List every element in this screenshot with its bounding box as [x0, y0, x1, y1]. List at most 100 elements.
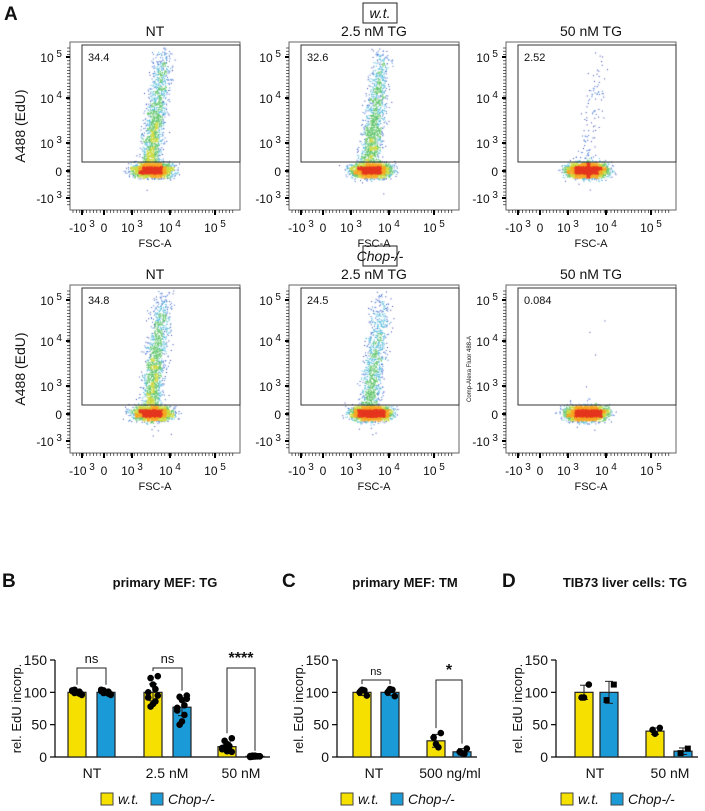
panel-letter-a: A [4, 4, 18, 25]
data-point [435, 744, 442, 751]
x-tick-label: 10 5 [204, 219, 226, 235]
data-point [154, 672, 162, 680]
x-tick-label: -10 3 [505, 219, 531, 235]
x-tick-label: 10 5 [640, 219, 662, 235]
x-tick-label: 10 5 [423, 219, 445, 235]
gate-percentage: 32.6 [307, 52, 328, 64]
legend-label-wt: w.t. [118, 791, 139, 807]
data-point [107, 691, 115, 699]
x-tick-label: 0 [320, 464, 327, 478]
y-tick-label: 50 [532, 717, 548, 733]
plot-frame [69, 284, 241, 454]
x-tick-label: -10 3 [505, 462, 531, 478]
flow-plot: 2.5 nM TG 32.6 10 5 10 4 10 3 0 -10 3 -10 3 0 10 … [255, 23, 460, 250]
y-axis-label: rel. EdU incorp. [9, 664, 24, 754]
x-tick-label: 50 nM [222, 765, 261, 781]
gate-percentage: 34.8 [88, 295, 109, 307]
legend-label-ko: Chop-/- [628, 791, 675, 807]
data-point [461, 750, 468, 758]
plot-frame [505, 41, 677, 211]
significance-bracket [361, 679, 391, 685]
y-tick-label: 10 4 [40, 90, 62, 106]
y-axis-label: A488 (EdU) [12, 89, 28, 162]
panel-letter: D [502, 571, 516, 592]
flow-plot: 50 nM TG 0.084 10 5 10 4 10 3 0 -10 3 -10 3 0 10 … [467, 266, 677, 493]
x-tick-label: 10 5 [204, 462, 226, 478]
x-tick-label: NT [586, 765, 605, 781]
x-tick-label: NT [83, 765, 102, 781]
data-point [173, 707, 181, 714]
chart-title: TIB73 liver cells: TG [563, 575, 687, 590]
y-tick-label: 150 [525, 652, 549, 668]
flow-plot: 50 nM TG 2.52 10 5 10 4 10 3 0 -10 3 -10 3 0 10 3… [472, 23, 677, 250]
data-point [147, 674, 154, 682]
y-tick-label: 10 4 [476, 333, 498, 349]
x-tick-label: -10 3 [288, 219, 314, 235]
y-axis-label-alt: Comp-Alexa Fluor 488-A [467, 336, 473, 402]
legend-swatch-ko [610, 792, 624, 806]
data-point [144, 694, 152, 701]
bar [67, 691, 87, 758]
genotype-box [362, 2, 398, 24]
data-point [249, 752, 256, 760]
y-tick-label: 0 [55, 165, 62, 179]
x-tick-label: 10 4 [595, 219, 617, 235]
genotype-label: Chop-/- [357, 248, 404, 264]
x-axis-label: FSC-A [575, 481, 609, 493]
y-tick-label: 10 4 [476, 90, 498, 106]
x-tick-label: 10 3 [121, 219, 143, 235]
significance-label: ns [161, 651, 175, 666]
data-point [100, 687, 107, 694]
data-point [228, 734, 236, 742]
gate-rectangle [517, 44, 677, 163]
data-point [363, 692, 371, 699]
data-point [228, 748, 236, 756]
x-tick-label: 10 4 [378, 462, 400, 478]
x-tick-label: 0 [101, 464, 108, 478]
data-point [256, 753, 264, 760]
flow-plot: 2.5 nM TG 24.5 10 5 10 4 10 3 0 -10 3 -10 3 0 10 … [255, 266, 460, 493]
data-point [651, 730, 659, 738]
panel-letter: B [2, 571, 16, 592]
panel-letter: C [282, 571, 296, 592]
significance-label: * [446, 662, 453, 679]
x-axis-label: FSC-A [358, 481, 392, 493]
plot-frame [69, 41, 241, 211]
y-axis-label: rel. EdU incorp. [291, 664, 306, 754]
y-tick-label: 0 [55, 408, 62, 422]
flow-row-1: Chop-/- NT 34.8 10 5 10 4 10 3 0 -10 3 -10 3 0 10 … [12, 245, 677, 493]
gate-rectangle [81, 287, 241, 406]
data-point [603, 697, 610, 704]
data-point [463, 745, 471, 752]
y-tick-label: 10 5 [476, 292, 498, 308]
bar [380, 691, 400, 758]
plot-frame [505, 284, 677, 454]
y-tick-label: 10 3 [40, 135, 62, 151]
data-point [181, 711, 188, 719]
plot-title: 2.5 nM TG [341, 266, 407, 282]
data-point [610, 681, 617, 688]
y-tick-label: 10 3 [476, 378, 498, 394]
gate-percentage: 34.4 [88, 52, 109, 64]
x-axis-label: FSC-A [575, 238, 609, 250]
y-tick-label: 10 3 [476, 135, 498, 151]
gate-percentage: 2.52 [524, 52, 545, 64]
genotype-label: w.t. [369, 5, 390, 21]
x-tick-label: 0 [101, 221, 108, 235]
y-axis-label: A488 (EdU) [12, 332, 28, 405]
significance-bracket [435, 679, 463, 744]
y-tick-label: 0 [274, 408, 281, 422]
y-tick-label: 100 [24, 684, 48, 700]
data-point [361, 687, 368, 694]
significance-bracket [226, 667, 256, 751]
data-point [437, 729, 445, 737]
y-tick-label: 10 4 [259, 90, 281, 106]
y-tick-label: 150 [24, 652, 48, 668]
x-tick-label: 10 3 [340, 462, 362, 478]
gate-percentage: 24.5 [307, 295, 328, 307]
data-point [580, 694, 588, 701]
data-point [430, 734, 437, 741]
legend-swatch-wt [100, 792, 114, 806]
y-tick-label: 0 [540, 749, 548, 765]
